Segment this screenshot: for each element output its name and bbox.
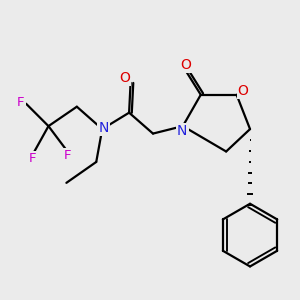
Text: F: F <box>28 152 36 165</box>
Text: O: O <box>180 58 191 72</box>
Text: O: O <box>238 84 249 98</box>
Text: N: N <box>177 124 188 139</box>
Text: N: N <box>98 121 109 135</box>
Text: O: O <box>119 71 130 85</box>
Text: F: F <box>64 149 72 163</box>
Text: F: F <box>17 96 25 109</box>
